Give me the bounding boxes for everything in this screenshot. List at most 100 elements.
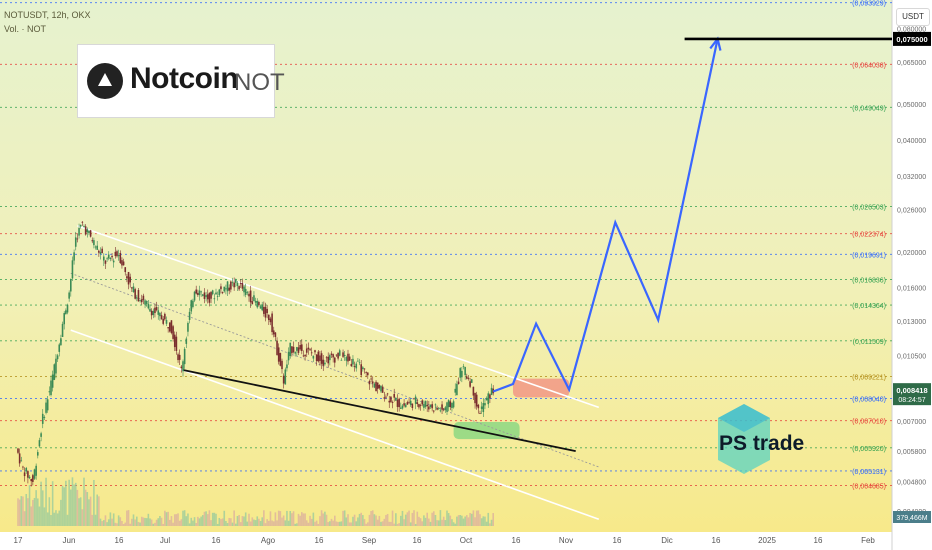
target-price-text: 0,075000 xyxy=(896,35,927,44)
volume-bar xyxy=(487,512,490,526)
volume-bar xyxy=(317,523,320,526)
candle-body xyxy=(137,289,140,302)
symbol-header: NOTUSDT, 12h, OKX xyxy=(4,10,91,20)
volume-bar xyxy=(296,523,298,526)
candle-body xyxy=(294,352,296,354)
volume-bar xyxy=(236,516,239,526)
candle-body xyxy=(246,292,249,294)
candle-body xyxy=(50,380,52,396)
candle-body xyxy=(487,393,490,405)
candle-body xyxy=(101,248,103,253)
volume-bar xyxy=(444,520,447,526)
volume-bar xyxy=(312,512,315,526)
candle-body xyxy=(162,318,164,324)
logo-name: Notcoin xyxy=(130,62,239,95)
volume-bar xyxy=(284,520,287,526)
volume-bar xyxy=(38,506,41,526)
volume-bar xyxy=(103,520,105,526)
candle-body xyxy=(190,300,193,312)
price-tick-label: 0,032000 xyxy=(897,174,926,181)
volume-bar xyxy=(152,523,155,526)
candle-body xyxy=(489,394,491,399)
volume-bar xyxy=(431,512,433,526)
candle-body xyxy=(30,479,32,482)
candle-body xyxy=(45,402,47,413)
price-tick-label: 0,050000 xyxy=(897,102,926,109)
volume-bar xyxy=(456,516,458,526)
candle-body xyxy=(299,345,301,350)
candle-body xyxy=(81,221,84,223)
volume-bar xyxy=(424,517,427,526)
candle-body xyxy=(409,400,412,405)
volume-bar xyxy=(309,515,311,526)
volume-bar xyxy=(56,513,59,526)
volume-bar xyxy=(41,490,44,526)
level-label: (0,007010) xyxy=(852,419,886,426)
volume-bar xyxy=(235,523,237,526)
candle-body xyxy=(314,350,316,353)
volume-bar xyxy=(393,523,395,526)
candle-body xyxy=(193,291,196,301)
volume-bar xyxy=(378,515,381,526)
volume-bar xyxy=(266,519,268,526)
volume-bar xyxy=(223,510,226,526)
volume-bar xyxy=(418,516,420,526)
volume-bar xyxy=(37,498,39,526)
volume-bar xyxy=(398,523,400,526)
candle-body xyxy=(312,355,315,359)
candle-body xyxy=(479,413,481,414)
volume-bar xyxy=(307,522,310,526)
candle-body xyxy=(375,381,377,392)
volume-bar xyxy=(203,511,206,526)
candle-body xyxy=(32,475,34,482)
candle-body xyxy=(182,361,184,372)
volume-bar xyxy=(371,510,374,526)
volume-bar xyxy=(411,512,414,526)
candle-body xyxy=(296,347,298,351)
volume-bar xyxy=(345,517,348,526)
volume-bar xyxy=(60,499,62,526)
volume-bar xyxy=(261,517,263,526)
volume-bar xyxy=(208,510,211,526)
candle-body xyxy=(342,352,344,357)
candle-body xyxy=(307,347,310,350)
volume-bar xyxy=(68,479,70,526)
volume-bar xyxy=(109,512,112,526)
candle-body xyxy=(159,312,161,317)
candle-body xyxy=(357,360,359,362)
candle-body xyxy=(332,354,334,358)
candle-body xyxy=(251,301,254,305)
volume-bar xyxy=(286,510,288,526)
candle-body xyxy=(185,338,188,344)
support-zone xyxy=(453,422,520,440)
volume-bar xyxy=(434,514,437,526)
candle-body xyxy=(91,240,94,242)
candle-body xyxy=(345,357,348,361)
time-tick-label: 2025 xyxy=(758,536,776,545)
candle-body xyxy=(103,256,105,261)
time-tick-label: 17 xyxy=(14,536,23,545)
candle-body xyxy=(203,292,206,300)
volume-bar xyxy=(121,520,123,526)
level-label: (0,005131) xyxy=(852,469,886,476)
candle-body xyxy=(170,320,173,334)
candle-body xyxy=(76,238,79,240)
candle-body xyxy=(86,229,89,233)
candle-body xyxy=(55,358,57,374)
candle-body xyxy=(221,292,224,294)
volume-bar xyxy=(93,479,95,526)
volume-bar xyxy=(302,513,305,526)
candle-body xyxy=(334,357,336,363)
candle-body xyxy=(441,404,443,410)
volume-bar xyxy=(370,511,372,526)
volume-bar xyxy=(474,517,476,526)
currency-button[interactable]: USDT xyxy=(896,8,930,26)
candle-body xyxy=(353,366,356,367)
candle-body xyxy=(79,224,82,227)
volume-bar xyxy=(145,518,148,526)
volume-bar xyxy=(340,521,343,526)
volume-bar xyxy=(20,496,23,526)
volume-bar xyxy=(238,515,240,526)
volume-bar xyxy=(301,512,303,526)
